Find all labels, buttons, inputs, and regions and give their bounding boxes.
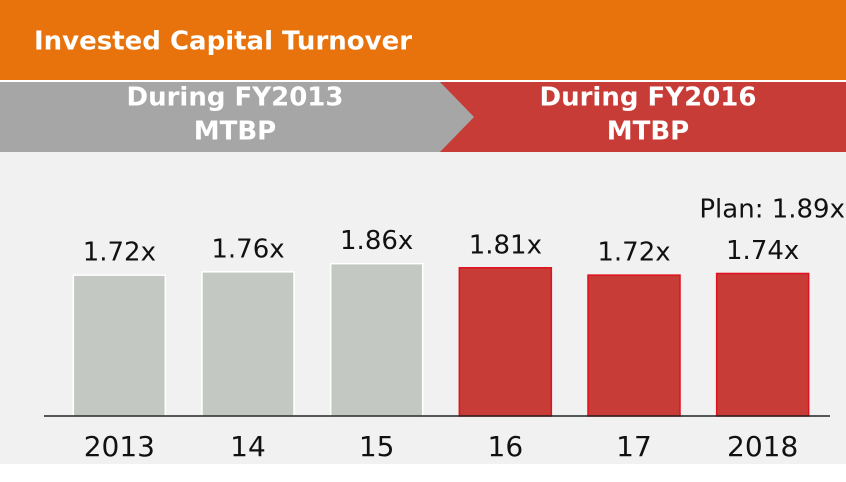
value-label: 1.86x: [340, 226, 413, 256]
value-label: 1.74x: [726, 236, 799, 266]
bar: [201, 271, 295, 417]
x-tick-label: 16: [488, 430, 524, 463]
x-tick-label: 2018: [727, 430, 798, 463]
bar: [458, 267, 553, 417]
period-banner-right: [430, 82, 846, 152]
period-label: MTBP: [607, 117, 689, 147]
chart-title: Invested Capital Turnover: [34, 27, 412, 57]
period-banner-left: [0, 82, 474, 152]
period-label: MTBP: [194, 117, 276, 147]
value-label: 1.81x: [469, 230, 542, 260]
period-label: During FY2016: [540, 83, 757, 113]
bar: [329, 262, 424, 417]
x-tick-label: 17: [616, 430, 652, 463]
x-tick-label: 14: [230, 430, 266, 463]
x-tick-label: 2013: [84, 430, 155, 463]
x-tick-label: 15: [359, 430, 395, 463]
bar: [587, 274, 681, 417]
value-label: 1.72x: [597, 238, 670, 268]
period-label: During FY2013: [127, 83, 344, 113]
value-label: 1.72x: [83, 238, 156, 268]
value-label: 1.76x: [211, 234, 284, 264]
bar: [72, 274, 167, 417]
bar: [715, 272, 810, 417]
header-bar: [0, 0, 846, 80]
plan-annotation: Plan: 1.89x: [699, 195, 845, 225]
